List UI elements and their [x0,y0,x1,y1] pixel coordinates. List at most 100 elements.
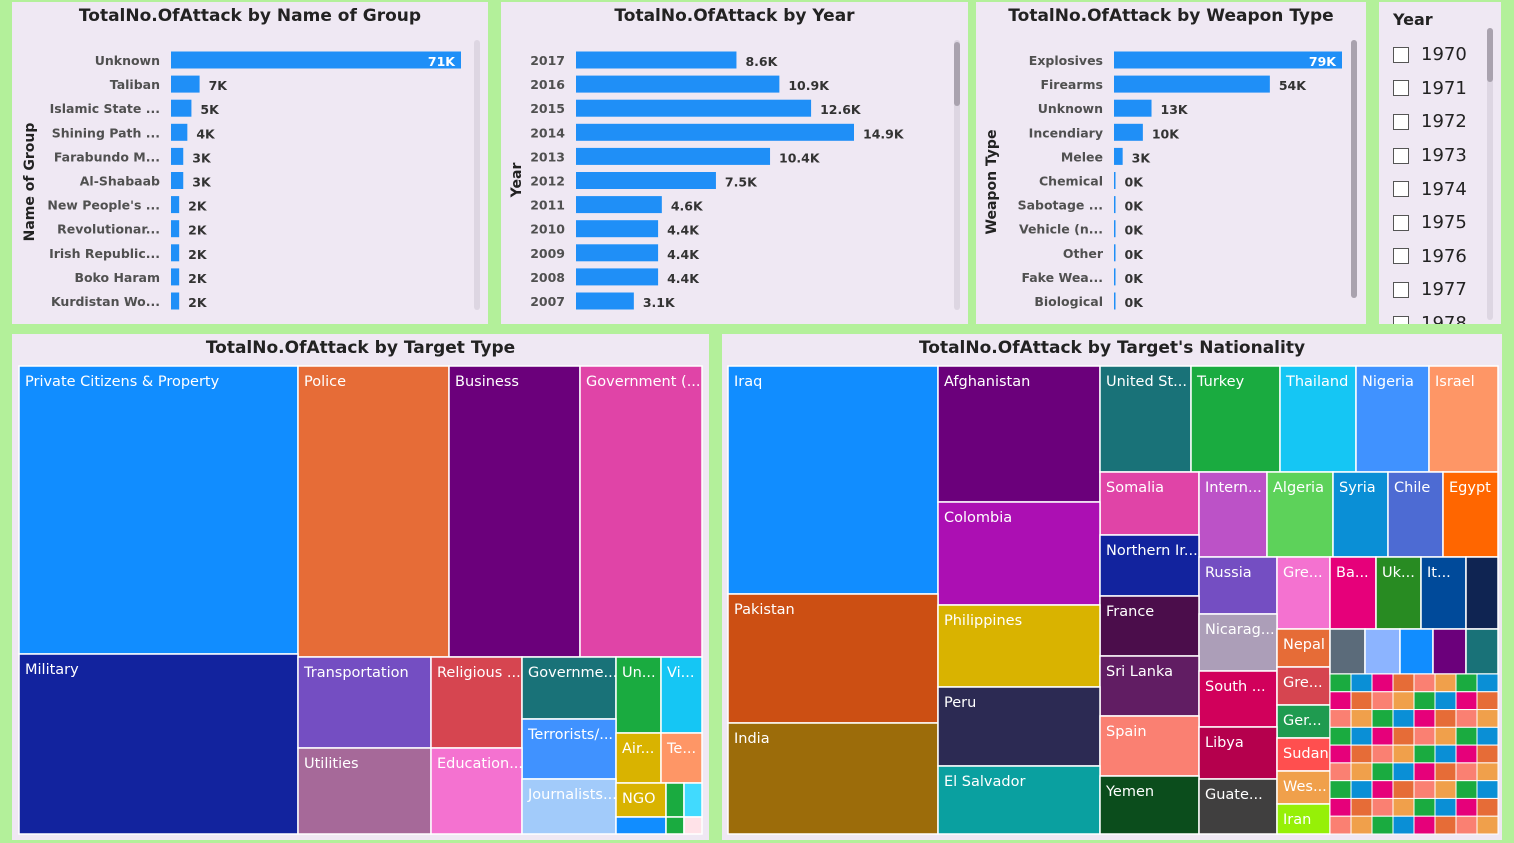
year-bar[interactable] [576,196,662,214]
tile-small[interactable] [1350,673,1373,693]
tile-small[interactable] [1476,797,1499,817]
tile-small[interactable] [1371,709,1394,728]
tile-small[interactable] [1329,815,1352,835]
checkbox-icon[interactable] [1393,181,1409,198]
tile-terrorists[interactable] [521,718,617,780]
tile-small[interactable] [1392,709,1415,728]
tile-nicarag[interactable] [1198,613,1278,672]
tile-small[interactable] [1455,726,1478,746]
tile-northern-ir[interactable] [1099,534,1200,597]
tile-small[interactable] [1455,797,1478,817]
checkbox-icon[interactable] [1393,315,1409,324]
tile-iraq[interactable] [727,365,939,595]
weapon-bar[interactable] [1114,51,1342,69]
tile-iran[interactable] [1276,803,1331,835]
slicer-item-1977[interactable]: 1977 [1393,273,1467,307]
tile-small[interactable] [1371,691,1394,711]
tile-military[interactable] [18,653,299,835]
year-bar[interactable] [576,51,737,69]
tile-small[interactable] [1476,726,1499,746]
year-bar[interactable] [576,99,812,117]
tile-india[interactable] [727,722,939,835]
tile-small[interactable] [1350,709,1373,728]
weapon-bar[interactable] [1114,123,1143,141]
slicer-scrollbar[interactable] [1487,28,1493,320]
weapon-scrollbar[interactable] [1351,40,1357,298]
tile-small[interactable] [1413,780,1436,799]
tile-small[interactable] [1455,709,1478,728]
tile-business[interactable] [448,365,581,658]
slicer-item-1972[interactable]: 1972 [1393,105,1467,139]
checkbox-icon[interactable] [1393,46,1409,63]
tile-pakistan[interactable] [727,593,939,724]
tile-small[interactable] [1434,673,1457,693]
tile-france[interactable] [1099,595,1200,657]
tile-russia[interactable] [1198,556,1278,615]
tile-small[interactable] [1413,744,1436,764]
slicer-item-1975[interactable]: 1975 [1393,206,1467,240]
tile-small[interactable] [1455,762,1478,782]
checkbox-icon[interactable] [1393,248,1409,265]
group-bar[interactable] [171,123,188,141]
tile-small[interactable] [1476,673,1499,693]
tile-libya[interactable] [1198,726,1278,780]
tile-egypt[interactable] [1442,471,1499,558]
tile-small[interactable] [1476,691,1499,711]
tile-unlabeled[interactable] [665,816,685,835]
group-bar[interactable] [171,51,461,69]
tile-unlabeled[interactable] [1465,628,1499,675]
tile-small[interactable] [1434,762,1457,782]
tile-israel[interactable] [1428,365,1499,473]
tile-small[interactable] [1413,815,1436,835]
tile-small[interactable] [1350,744,1373,764]
year-scroll-thumb[interactable] [954,42,960,106]
year-scrollbar[interactable] [954,40,960,310]
tile-small[interactable] [1434,815,1457,835]
tile-small[interactable] [1371,726,1394,746]
tile-small[interactable] [1455,691,1478,711]
tile-small[interactable] [1413,797,1436,817]
slicer-item-1978[interactable]: 1978 [1393,307,1467,324]
tile-small[interactable] [1350,780,1373,799]
weapon-bar[interactable] [1114,75,1270,93]
tile-small[interactable] [1329,726,1352,746]
weapon-bar[interactable] [1114,147,1123,165]
tile-small[interactable] [1350,726,1373,746]
tile-small[interactable] [1392,797,1415,817]
tile-unlabeled[interactable] [615,816,667,835]
tile-government[interactable] [579,365,703,658]
group-bar[interactable] [171,220,180,238]
year-bar[interactable] [576,147,771,165]
tile-small[interactable] [1476,744,1499,764]
year-bar[interactable] [576,268,659,286]
tile-air[interactable] [615,732,662,784]
group-scrollbar[interactable] [474,40,480,310]
tile-unlabeled[interactable] [1364,628,1401,675]
tile-colombia[interactable] [937,501,1101,606]
tile-small[interactable] [1455,780,1478,799]
weapon-bar[interactable] [1114,292,1116,310]
tile-small[interactable] [1434,691,1457,711]
tile-small[interactable] [1455,815,1478,835]
tile-ger[interactable] [1276,704,1331,739]
year-bar[interactable] [576,123,854,141]
tile-unlabeled[interactable] [683,816,703,835]
tile-small[interactable] [1413,762,1436,782]
tile-small[interactable] [1476,780,1499,799]
tile-small[interactable] [1371,762,1394,782]
group-bar[interactable] [171,172,184,189]
tile-small[interactable] [1455,744,1478,764]
weapon-scroll-thumb[interactable] [1351,40,1357,298]
year-bar[interactable] [576,244,659,262]
tile-small[interactable] [1413,726,1436,746]
tile-philippines[interactable] [937,604,1101,688]
tile-unlabeled[interactable] [683,782,703,818]
tile-small[interactable] [1413,709,1436,728]
tile-private-citizens-property[interactable] [18,365,299,655]
checkbox-icon[interactable] [1393,214,1409,231]
tile-small[interactable] [1434,744,1457,764]
tile-small[interactable] [1413,691,1436,711]
tile-small[interactable] [1413,673,1436,693]
tile-el-salvador[interactable] [937,765,1101,835]
tile-unlabeled[interactable] [1329,628,1366,675]
